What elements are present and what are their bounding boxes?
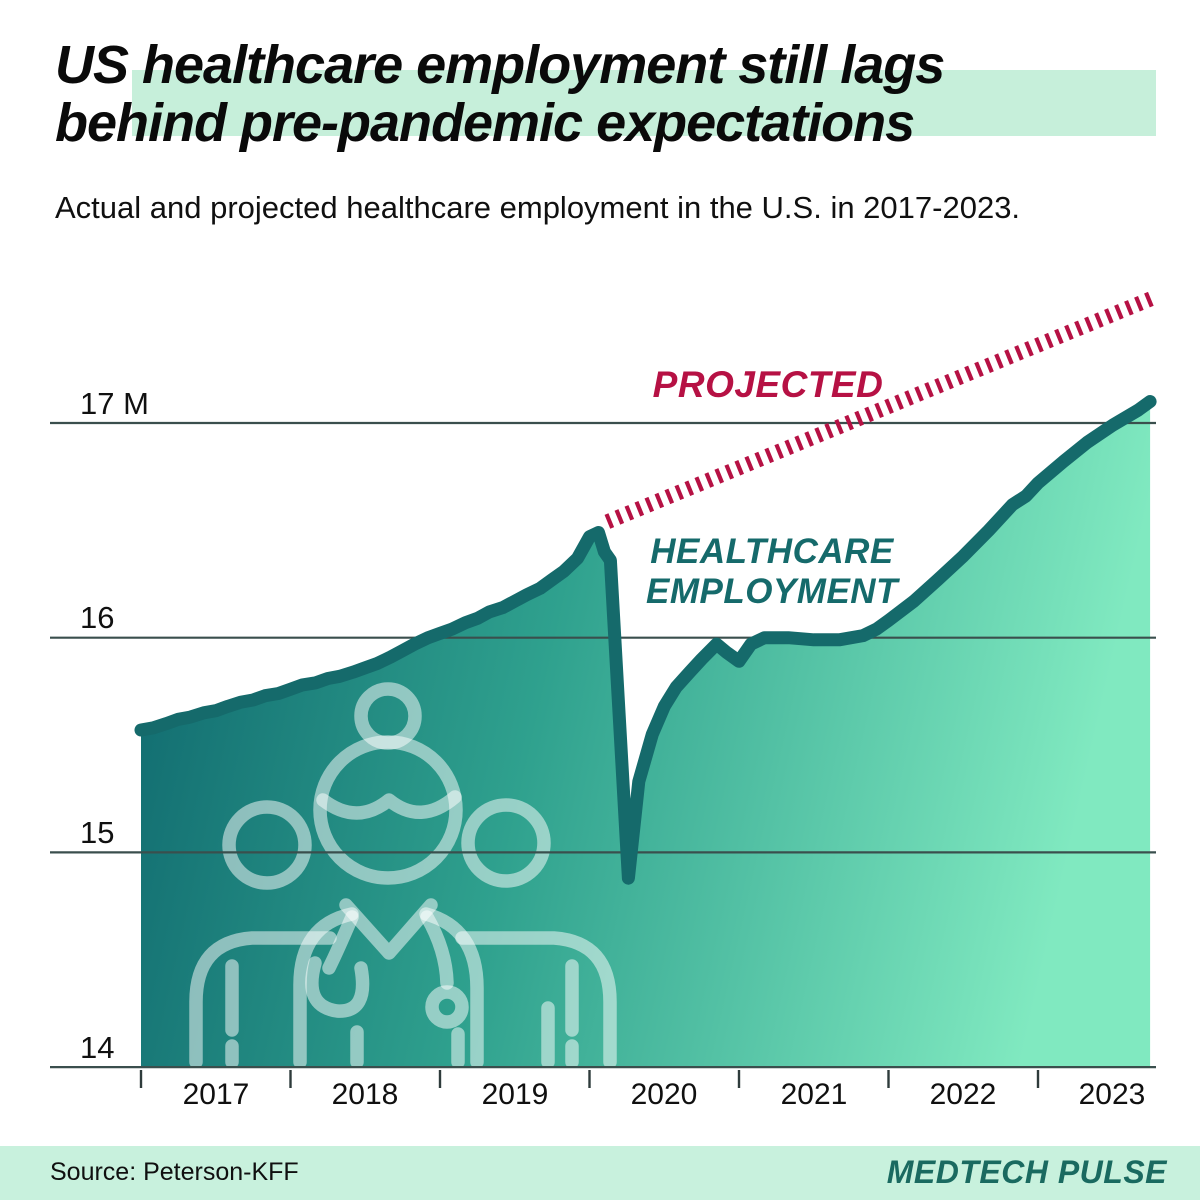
gridlines bbox=[50, 421, 1156, 1088]
area-fill bbox=[141, 401, 1151, 1067]
title-line-2: behind pre-pandemic expectations bbox=[55, 93, 915, 153]
title-highlight-bar bbox=[132, 70, 1156, 136]
page-title: US healthcare employment still lags behin… bbox=[55, 35, 945, 153]
projected-series-label: PROJECTED bbox=[652, 364, 884, 405]
x-axis-label-2021: 2021 bbox=[780, 1078, 848, 1111]
footer-band: Source: Peterson-KFF MEDTECH PULSE bbox=[0, 1146, 1200, 1200]
x-axis-label-2017: 2017 bbox=[182, 1078, 250, 1111]
source-credit: Source: Peterson-KFF bbox=[50, 1158, 299, 1186]
y-axis-label-14: 14 bbox=[80, 1030, 115, 1065]
healthcare-workers-icon bbox=[189, 682, 617, 1067]
y-axis-label-16: 16 bbox=[80, 600, 115, 635]
y-axis-label-17m: 17 M bbox=[80, 386, 149, 421]
x-axis-label-2020: 2020 bbox=[630, 1078, 698, 1111]
employment-label-line-2: EMPLOYMENT bbox=[646, 572, 898, 611]
employment-series-label: HEALTHCARE EMPLOYMENT bbox=[622, 532, 922, 612]
series-lines bbox=[134, 291, 1157, 885]
chart-subtitle: Actual and projected healthcare employme… bbox=[55, 190, 1021, 225]
y-axis-label-15: 15 bbox=[80, 815, 115, 850]
x-axis-label-2023: 2023 bbox=[1078, 1078, 1146, 1111]
title-line-1: US healthcare employment still lags bbox=[55, 35, 945, 95]
x-axis-label-2022: 2022 bbox=[929, 1078, 997, 1111]
employment-label-line-1: HEALTHCARE bbox=[650, 532, 894, 571]
medtech-pulse-logo: MEDTECH PULSE bbox=[886, 1154, 1167, 1190]
x-axis-label-2019: 2019 bbox=[481, 1078, 549, 1111]
x-axis-label-2018: 2018 bbox=[331, 1078, 399, 1111]
